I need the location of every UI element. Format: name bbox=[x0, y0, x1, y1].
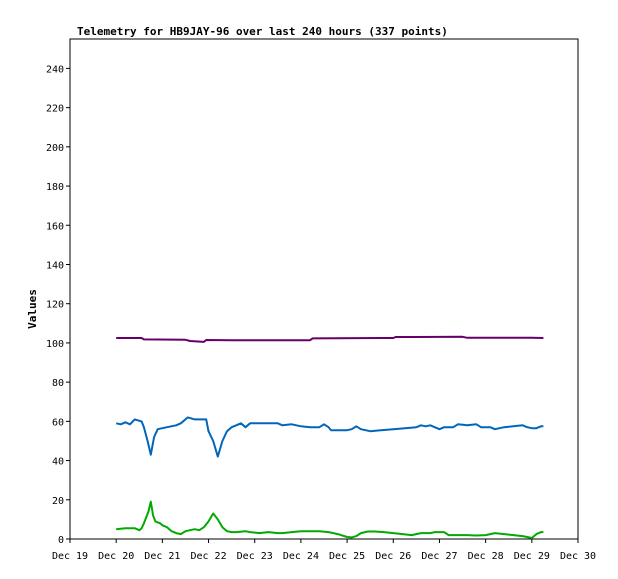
x-tick-label: Dec 23 bbox=[237, 551, 273, 562]
x-tick-label: Dec 21 bbox=[144, 551, 180, 562]
series-line-3 bbox=[116, 500, 544, 539]
y-tick-label: 120 bbox=[46, 300, 64, 311]
y-tick-label: 100 bbox=[46, 339, 64, 350]
y-tick-label: 80 bbox=[52, 378, 64, 389]
x-tick-label: Dec 22 bbox=[190, 551, 226, 562]
chart-title: Telemetry for HB9JAY-96 over last 240 ho… bbox=[77, 25, 448, 38]
x-tick-label: Dec 30 bbox=[560, 551, 596, 562]
series-line-1 bbox=[116, 335, 544, 343]
y-tick-label: 180 bbox=[46, 182, 64, 193]
plot-frame bbox=[69, 38, 579, 540]
x-tick-label: Dec 28 bbox=[468, 551, 504, 562]
y-tick-label: 200 bbox=[46, 143, 64, 154]
y-tick-label: 20 bbox=[52, 496, 64, 507]
x-tick-label: Dec 29 bbox=[514, 551, 550, 562]
axes-layer: 0 20 40 60 80 100 120 140 160 180 200 220 240 Dec 19 D… bbox=[46, 64, 596, 562]
x-tick-label: Dec 19 bbox=[52, 551, 88, 562]
x-tick-label: Dec 24 bbox=[283, 551, 319, 562]
x-tick-label: Dec 25 bbox=[329, 551, 365, 562]
y-tick-label: 0 bbox=[58, 535, 64, 546]
y-tick-label: 140 bbox=[46, 260, 64, 271]
y-tick-label: 240 bbox=[46, 64, 64, 75]
y-axis-label: Values bbox=[26, 289, 39, 329]
y-tick-label: 160 bbox=[46, 221, 64, 232]
y-tick-label: 40 bbox=[52, 457, 64, 468]
y-tick-label: 60 bbox=[52, 417, 64, 428]
series-layer bbox=[115, 335, 544, 539]
x-tick-label: Dec 27 bbox=[421, 551, 457, 562]
series-line-2 bbox=[115, 416, 544, 458]
x-tick-label: Dec 20 bbox=[98, 551, 134, 562]
y-tick-label: 220 bbox=[46, 104, 64, 115]
x-tick-label: Dec 26 bbox=[375, 551, 411, 562]
